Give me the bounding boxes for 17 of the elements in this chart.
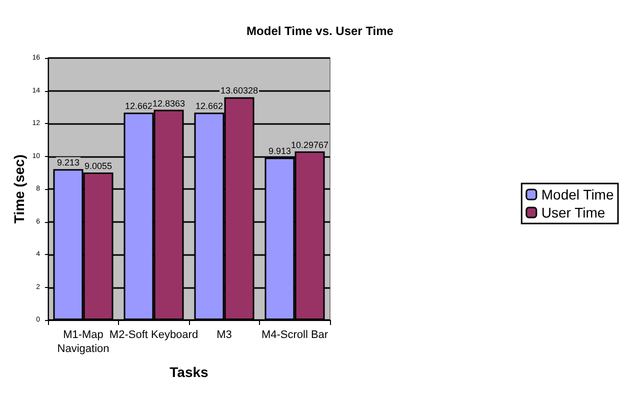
x-tick-label: M3 bbox=[216, 329, 232, 341]
x-tick-label: M2-Soft Keyboard bbox=[109, 329, 198, 341]
x-tick-label: M4-Scroll Bar bbox=[261, 329, 328, 341]
data-label: 12.662 bbox=[124, 101, 153, 112]
y-axis-title: Time (sec) bbox=[11, 154, 27, 224]
data-label: 10.29767 bbox=[290, 140, 329, 150]
data-label: 9.0055 bbox=[84, 161, 112, 172]
x-axis-title: Tasks bbox=[170, 364, 209, 380]
data-label: 12.662 bbox=[195, 101, 224, 112]
x-tick-label: M1-Map Navigation bbox=[57, 329, 110, 355]
data-label: 12.8363 bbox=[152, 98, 186, 108]
legend-label: Model Time bbox=[541, 186, 614, 202]
chart-title: Model Time vs. User Time bbox=[246, 24, 394, 38]
data-label: 9.213 bbox=[56, 158, 80, 168]
legend-label: User Time bbox=[541, 204, 606, 220]
data-label: 13.60328 bbox=[220, 86, 258, 96]
data-label: 9.913 bbox=[268, 146, 292, 156]
